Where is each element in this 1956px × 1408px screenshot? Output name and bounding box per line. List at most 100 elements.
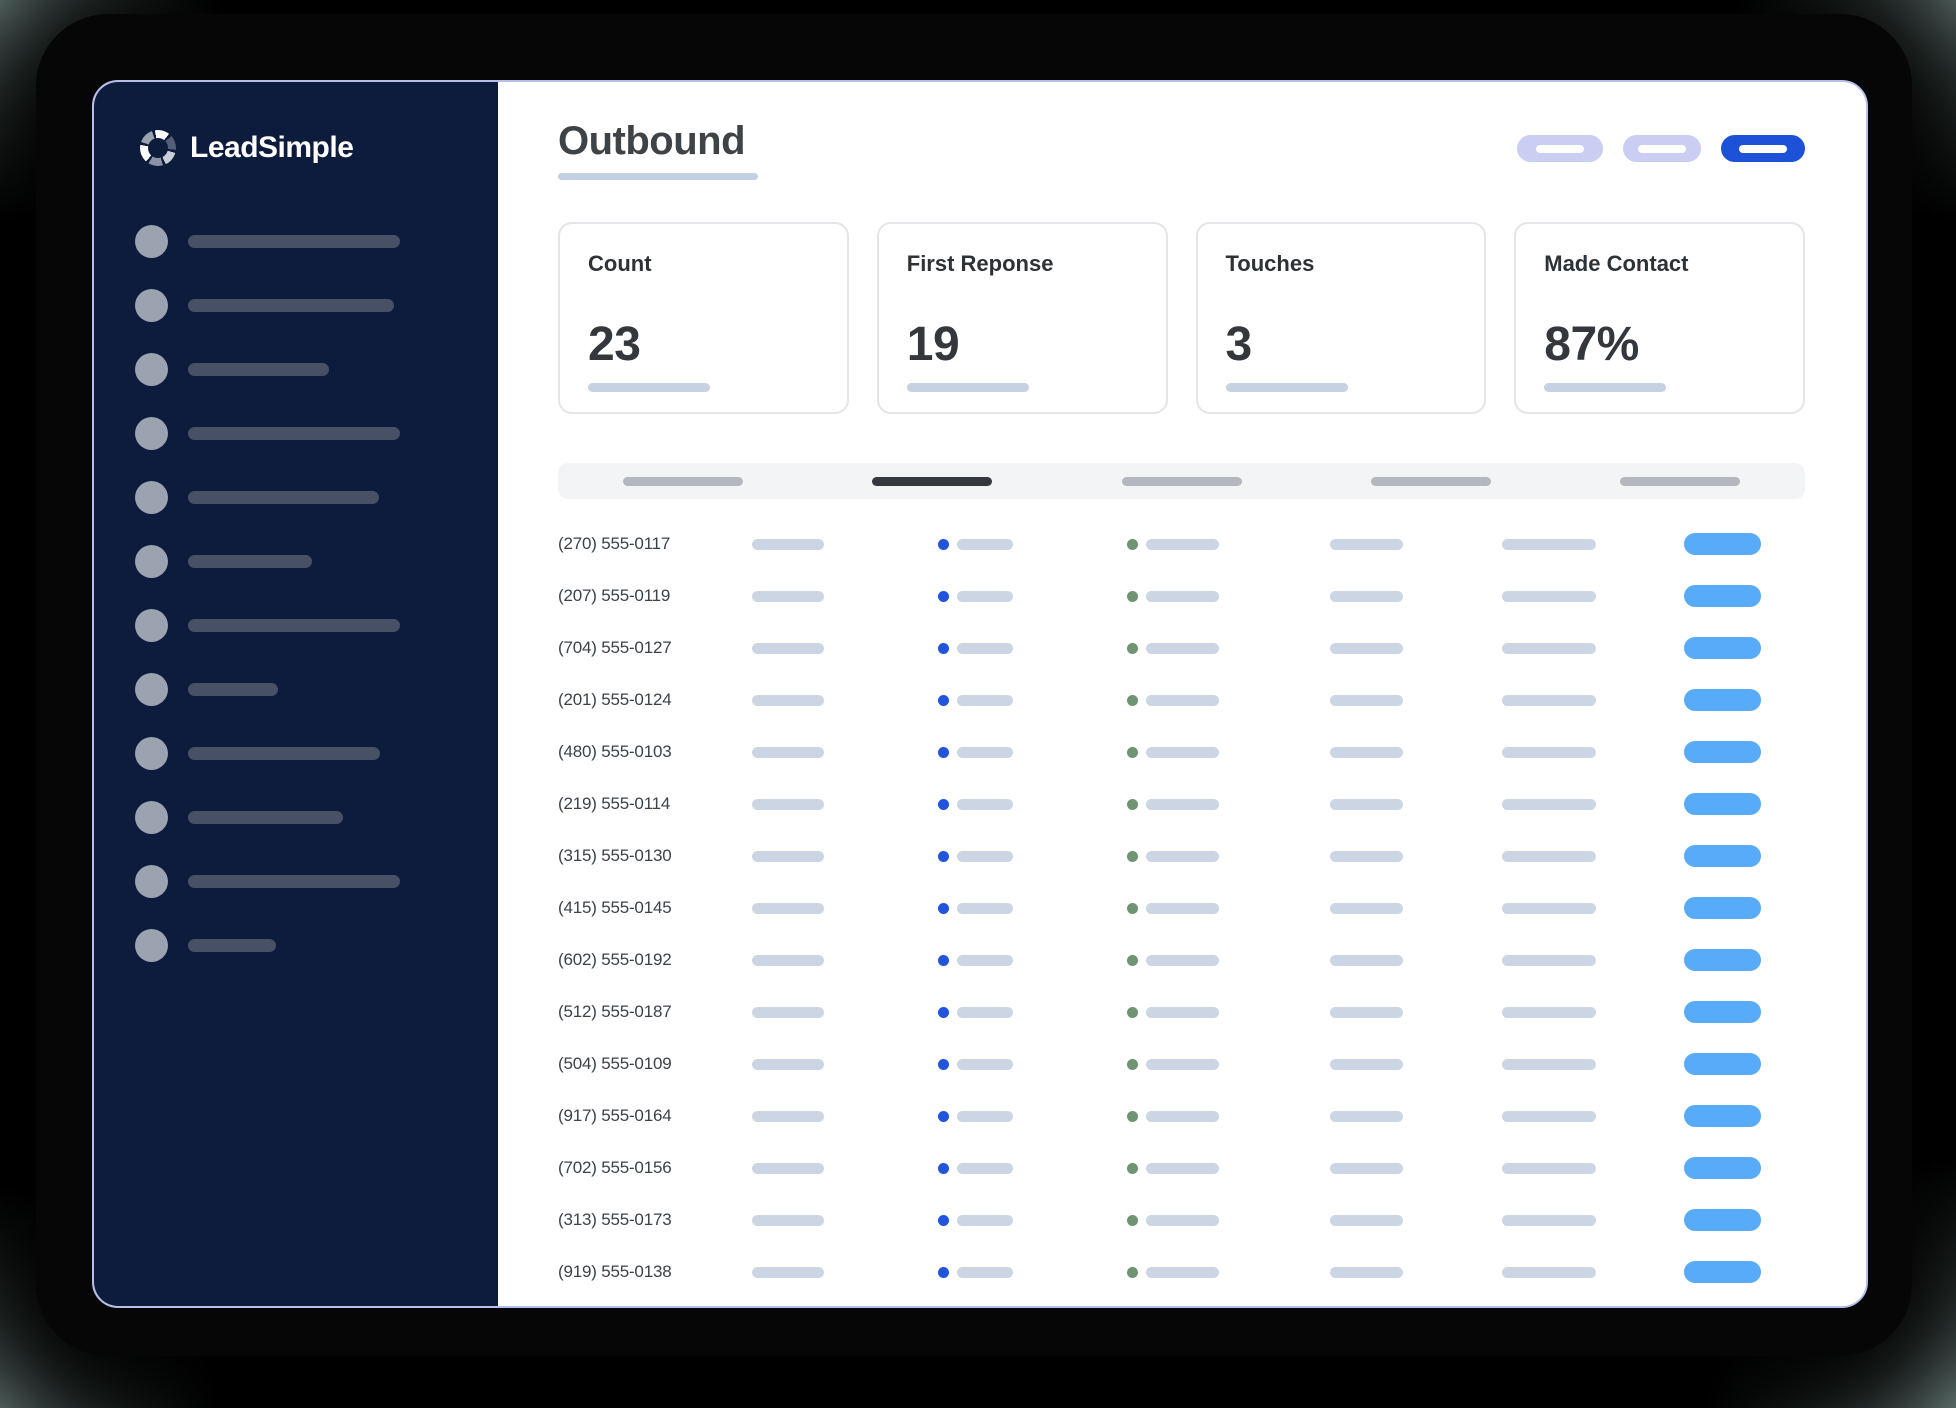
table-header-pill-1[interactable] — [622, 476, 743, 486]
cell-status-blue — [938, 798, 1127, 810]
table-header-pill-2-active[interactable] — [872, 476, 993, 486]
table-row[interactable]: (219) 555-0114 — [558, 778, 1805, 830]
cell-bar — [1146, 694, 1219, 706]
view-toggle-3[interactable] — [1721, 135, 1805, 162]
sidebar-item-12[interactable] — [135, 929, 498, 962]
stat-card-made-contact: Made Contact 87% — [1514, 222, 1805, 414]
cell-action — [1684, 585, 1805, 607]
cell-bar — [957, 1266, 1013, 1278]
row-action-button[interactable] — [1684, 533, 1761, 555]
cell-bar — [1502, 1110, 1596, 1122]
sidebar-item-label-placeholder — [188, 299, 394, 312]
sidebar-item-6[interactable] — [135, 545, 498, 578]
cell-status-green — [1127, 642, 1330, 654]
table-body: (270) 555-0117 (207) 555-0119 (704) 555-01… — [558, 518, 1805, 1298]
status-dot-blue-icon — [938, 902, 949, 914]
sidebar-item-2[interactable] — [135, 289, 498, 322]
cell-action — [1684, 689, 1805, 711]
cell-bar — [1330, 590, 1403, 602]
table-row[interactable]: (919) 555-0138 — [558, 1246, 1805, 1298]
sidebar-item-7[interactable] — [135, 609, 498, 642]
leadsimple-logo-icon — [140, 130, 176, 166]
phone-number-cell: (219) 555-0114 — [558, 794, 671, 813]
sidebar-item-1[interactable] — [135, 225, 498, 258]
table-header-pill-5[interactable] — [1620, 476, 1741, 486]
cell-placeholder — [1330, 1162, 1502, 1174]
cell-status-green — [1127, 850, 1330, 862]
table-row[interactable]: (512) 555-0187 — [558, 986, 1805, 1038]
status-dot-blue-icon — [938, 746, 949, 758]
row-action-button[interactable] — [1684, 949, 1761, 971]
row-action-button[interactable] — [1684, 585, 1761, 607]
sidebar-item-10[interactable] — [135, 801, 498, 834]
status-dot-green-icon — [1127, 1110, 1138, 1122]
cell-placeholder — [1502, 642, 1684, 654]
cell-bar — [1330, 642, 1403, 654]
cell-bar — [1502, 1058, 1596, 1070]
table-row[interactable]: (704) 555-0127 — [558, 622, 1805, 674]
cell-placeholder — [752, 1162, 938, 1174]
status-dot-green-icon — [1127, 850, 1138, 862]
phone-number-cell: (201) 555-0124 — [558, 690, 672, 709]
cell-placeholder — [1502, 1058, 1684, 1070]
cell-bar — [1330, 538, 1403, 550]
cell-status-blue — [938, 1006, 1127, 1018]
stat-card-count: Count 23 — [558, 222, 849, 414]
sidebar-item-8[interactable] — [135, 673, 498, 706]
sidebar-item-icon — [135, 417, 168, 450]
sidebar-item-icon — [135, 929, 168, 962]
cell-bar — [1502, 1006, 1596, 1018]
row-action-button[interactable] — [1684, 1157, 1761, 1179]
cell-status-blue — [938, 1058, 1127, 1070]
table-row[interactable]: (415) 555-0145 — [558, 882, 1805, 934]
stat-label: Touches — [1225, 251, 1315, 276]
table-row[interactable]: (702) 555-0156 — [558, 1142, 1805, 1194]
table-row[interactable]: (917) 555-0164 — [558, 1090, 1805, 1142]
cell-placeholder — [1502, 746, 1684, 758]
sidebar-item-3[interactable] — [135, 353, 498, 386]
row-action-button[interactable] — [1684, 793, 1761, 815]
cell-bar — [1330, 1110, 1403, 1122]
row-action-button[interactable] — [1684, 741, 1761, 763]
table-row[interactable]: (207) 555-0119 — [558, 570, 1805, 622]
cell-bar — [957, 1110, 1013, 1122]
row-action-button[interactable] — [1684, 1053, 1761, 1075]
row-action-button[interactable] — [1684, 637, 1761, 659]
row-action-button[interactable] — [1684, 1001, 1761, 1023]
table-row[interactable]: (504) 555-0109 — [558, 1038, 1805, 1090]
sidebar-item-4[interactable] — [135, 417, 498, 450]
view-toggle-1[interactable] — [1517, 135, 1603, 162]
cell-bar — [752, 694, 824, 706]
cell-bar — [1146, 1214, 1219, 1226]
row-action-button[interactable] — [1684, 845, 1761, 867]
logo: LeadSimple — [140, 130, 498, 166]
cell-bar — [1146, 954, 1219, 966]
cell-bar — [1330, 1266, 1403, 1278]
sidebar-item-5[interactable] — [135, 481, 498, 514]
table-row[interactable]: (315) 555-0130 — [558, 830, 1805, 882]
table-row[interactable]: (602) 555-0192 — [558, 934, 1805, 986]
cell-placeholder — [1330, 746, 1502, 758]
row-action-button[interactable] — [1684, 1261, 1761, 1283]
table-row[interactable]: (270) 555-0117 — [558, 518, 1805, 570]
sidebar-item-9[interactable] — [135, 737, 498, 770]
table-header-pill-3[interactable] — [1121, 476, 1242, 486]
row-action-button[interactable] — [1684, 897, 1761, 919]
row-action-button[interactable] — [1684, 1105, 1761, 1127]
sidebar-nav — [135, 225, 498, 962]
cell-placeholder — [1330, 798, 1502, 810]
table-row[interactable]: (313) 555-0173 — [558, 1194, 1805, 1246]
table-header-pill-4[interactable] — [1370, 476, 1491, 486]
sidebar-item-11[interactable] — [135, 865, 498, 898]
table-row[interactable]: (201) 555-0124 — [558, 674, 1805, 726]
row-action-button[interactable] — [1684, 689, 1761, 711]
stat-placeholder-bar — [588, 383, 710, 392]
cell-placeholder — [752, 954, 938, 966]
sidebar-item-label-placeholder — [188, 747, 380, 760]
cell-bar — [1146, 1058, 1219, 1070]
view-toggle-label-placeholder — [1739, 144, 1787, 153]
table-row[interactable]: (480) 555-0103 — [558, 726, 1805, 778]
row-action-button[interactable] — [1684, 1209, 1761, 1231]
cell-status-blue — [938, 538, 1127, 550]
view-toggle-2[interactable] — [1623, 135, 1701, 162]
